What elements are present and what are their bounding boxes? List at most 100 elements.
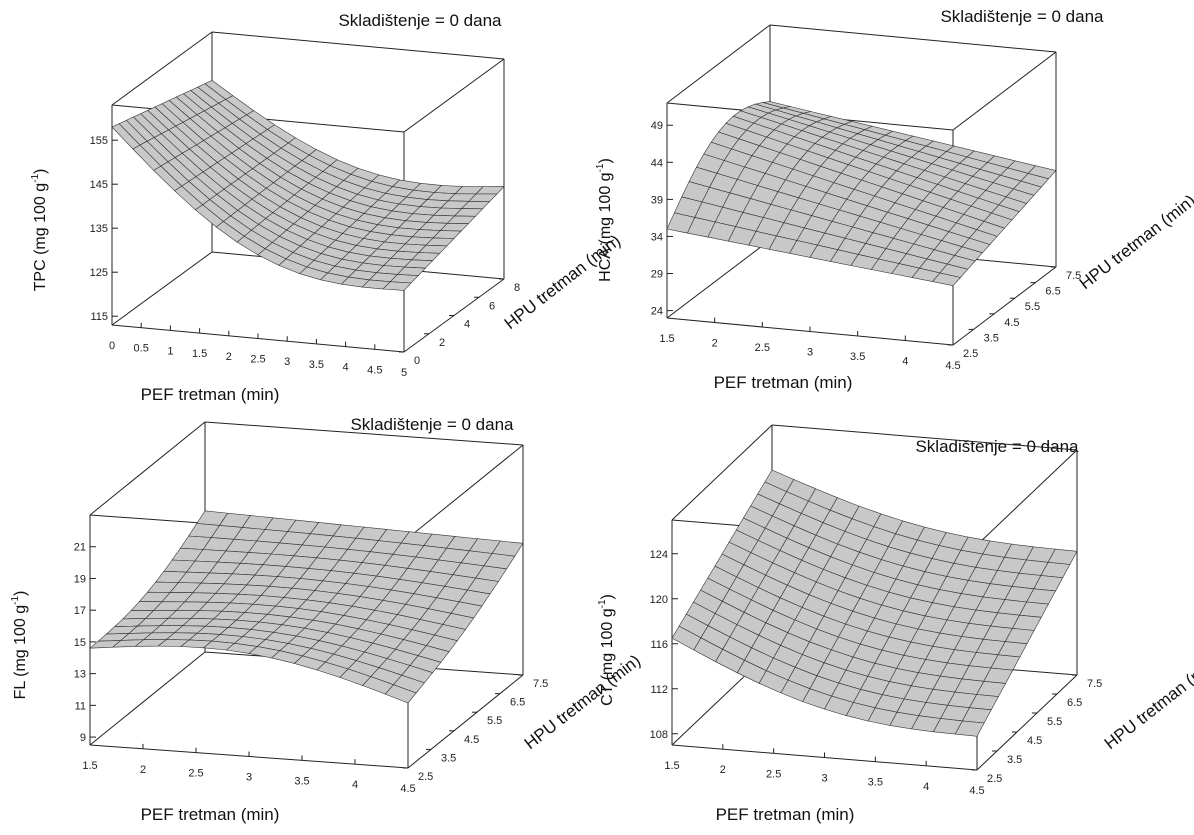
- x-tick-label: 4: [352, 779, 358, 791]
- box-edge-top: [404, 59, 504, 132]
- z-tick-label: 49: [651, 120, 663, 132]
- chart-title: Skladištenje = 0 dana: [940, 7, 1104, 26]
- x-axis-label: PEF tretman (min): [141, 385, 280, 404]
- x-tick-label: 4.5: [945, 360, 960, 372]
- z-axis-label-end: ): [32, 169, 49, 174]
- x-tick-label: 1.5: [192, 348, 207, 360]
- x-tick-label: 5: [401, 367, 407, 379]
- chart-title: Skladištenje = 0 dana: [915, 437, 1079, 456]
- z-tick-label: 9: [80, 732, 86, 744]
- z-tick-label: 116: [650, 639, 668, 651]
- y-tick-label: 7.5: [533, 678, 548, 690]
- x-tick-label: 1.5: [82, 760, 97, 772]
- z-tick-label: 29: [651, 269, 663, 281]
- z-tick-label: 120: [650, 594, 668, 606]
- chart-title: Skladištenje = 0 dana: [338, 11, 502, 30]
- x-tick-label: 3.5: [868, 777, 883, 789]
- y-tick-label: 5.5: [1025, 301, 1040, 313]
- y-tick-label: 4.5: [1004, 317, 1019, 329]
- x-tick-label: 2.5: [188, 768, 203, 780]
- x-tick-label: 3: [821, 773, 827, 785]
- z-axis-label-main: CT (mg 100 g: [599, 608, 616, 706]
- z-tick-label: 34: [651, 231, 663, 243]
- z-axis-label: FL (mg 100 g-1): [10, 591, 29, 700]
- chart-title: Skladištenje = 0 dana: [350, 415, 514, 434]
- z-tick-label: 125: [90, 267, 108, 279]
- box-edge-top: [90, 422, 205, 515]
- x-tick-label: 2.5: [250, 354, 265, 366]
- x-axis-label: PEF tretman (min): [714, 373, 853, 392]
- x-tick-label: 1: [167, 345, 173, 357]
- y-tick-label: 5.5: [1047, 716, 1062, 728]
- z-tick-label: 112: [650, 684, 668, 696]
- z-tick-label: 108: [650, 729, 668, 741]
- z-tick-label: 17: [74, 605, 86, 617]
- x-tick-label: 3.5: [309, 359, 324, 371]
- x-tick-label: 2: [712, 338, 718, 350]
- box-edge-bottom: [953, 267, 1056, 345]
- y-axis-label: HPU tretman (min): [521, 651, 644, 753]
- box-edge-top: [212, 32, 504, 59]
- x-tick-label: 4.5: [367, 364, 382, 376]
- z-tick-label: 115: [90, 311, 108, 323]
- z-axis-label: CT (mg 100 g-1): [597, 594, 616, 706]
- x-tick-label: 3.5: [850, 351, 865, 363]
- x-tick-label: 1.5: [659, 333, 674, 345]
- x-axis-label: PEF tretman (min): [141, 805, 280, 824]
- x-tick-label: 2.5: [766, 768, 781, 780]
- z-axis-label-end: ): [599, 594, 616, 599]
- y-tick-label: 7.5: [1087, 678, 1102, 690]
- z-tick-label: 155: [90, 135, 108, 147]
- box-edge-bottom: [408, 675, 523, 768]
- z-tick-label: 44: [651, 157, 663, 169]
- z-tick-label: 19: [74, 573, 86, 585]
- z-axis-label: TPC (mg 100 g-1): [30, 169, 49, 292]
- x-tick-label: 4.5: [969, 785, 984, 797]
- y-tick-label: 4.5: [464, 734, 479, 746]
- y-tick-label: 2.5: [987, 773, 1002, 785]
- y-tick-label: 2.5: [963, 348, 978, 360]
- x-axis-label: PEF tretman (min): [716, 805, 855, 824]
- box-edge-top: [667, 25, 770, 103]
- z-tick-label: 124: [650, 549, 668, 561]
- z-tick-label: 21: [74, 542, 86, 554]
- x-tick-label: 3: [246, 772, 252, 784]
- x-tick-label: 3.5: [294, 775, 309, 787]
- z-tick-label: 145: [90, 179, 108, 191]
- y-tick-label: 6.5: [1045, 286, 1060, 298]
- z-axis-label: HCA (mg 100 g-1): [595, 158, 614, 282]
- x-tick-label: 4: [923, 781, 929, 793]
- x-tick-label: 3: [284, 356, 290, 368]
- x-tick-label: 0.5: [134, 343, 149, 355]
- z-tick-label: 24: [651, 306, 663, 318]
- y-axis-label: HPU tretman (min): [1101, 651, 1194, 753]
- y-tick-label: 6: [489, 300, 495, 312]
- z-axis-label-end: ): [12, 591, 29, 596]
- y-axis-label: HPU tretman (min): [1076, 191, 1194, 293]
- x-tick-label: 2: [720, 764, 726, 776]
- box-edge-top: [953, 52, 1056, 130]
- x-tick-label: 4: [902, 356, 908, 368]
- y-tick-label: 0: [414, 355, 420, 367]
- box-edge-bottom: [90, 652, 205, 745]
- z-tick-label: 15: [74, 637, 86, 649]
- y-tick-label: 2.5: [418, 771, 433, 783]
- x-tick-label: 4.5: [400, 783, 415, 795]
- z-tick-label: 11: [75, 700, 86, 712]
- z-axis-label-main: HCA (mg 100 g: [597, 172, 614, 281]
- y-tick-label: 6.5: [1067, 697, 1082, 709]
- x-tick-label: 1.5: [664, 760, 679, 772]
- z-tick-label: 135: [90, 223, 108, 235]
- y-tick-label: 6.5: [510, 697, 525, 709]
- z-tick-label: 39: [651, 194, 663, 206]
- y-tick-label: 4: [464, 319, 470, 331]
- x-tick-label: 2.5: [755, 342, 770, 354]
- x-tick-label: 2: [226, 351, 232, 363]
- box-edge-bottom: [667, 240, 770, 318]
- x-tick-label: 4: [343, 362, 349, 374]
- y-tick-label: 2: [439, 337, 445, 349]
- y-tick-label: 4.5: [1027, 735, 1042, 747]
- y-tick-label: 3.5: [1007, 754, 1022, 766]
